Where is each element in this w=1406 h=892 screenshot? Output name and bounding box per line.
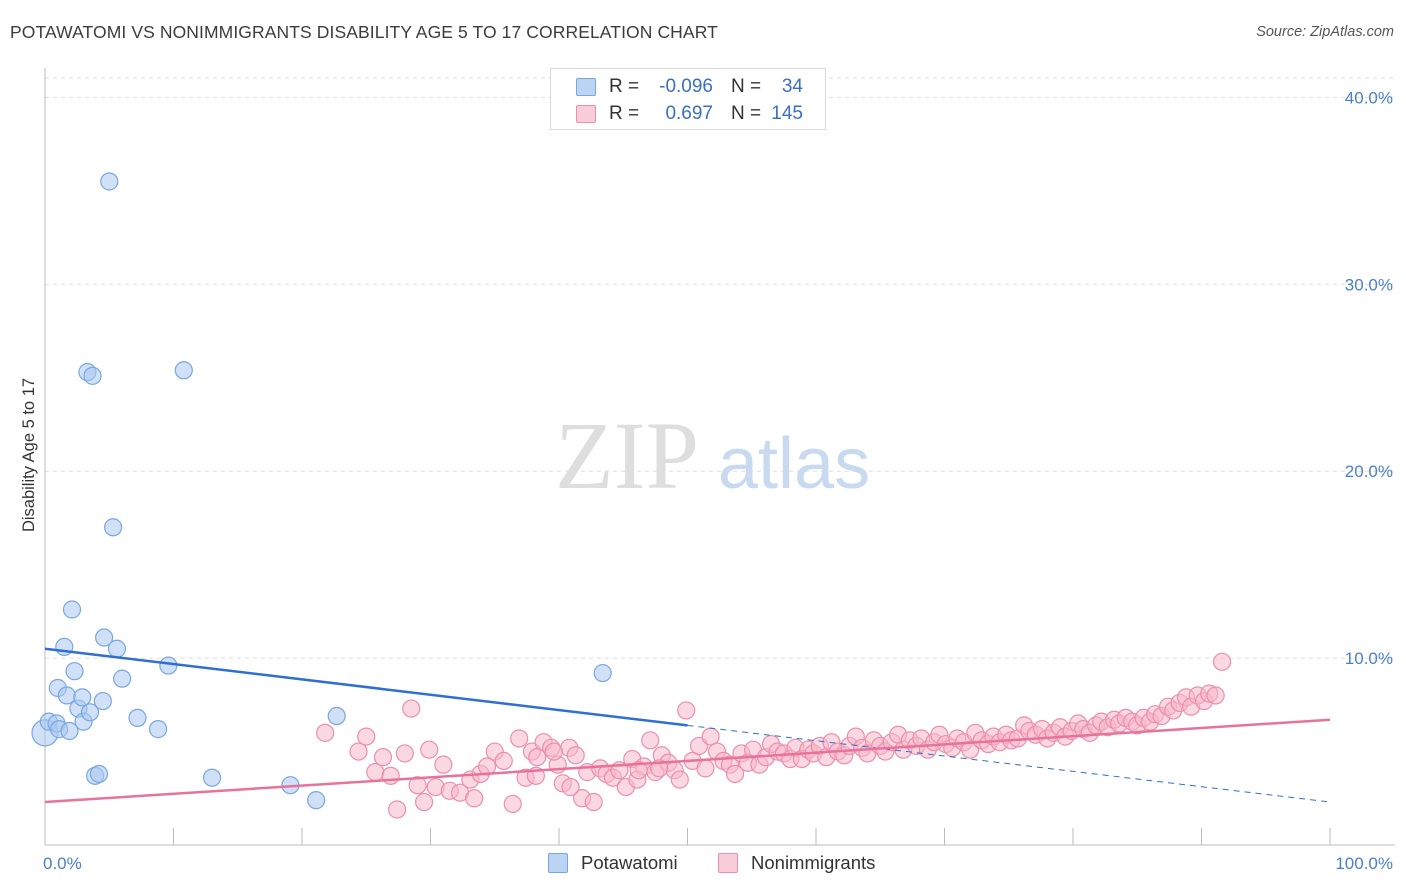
potawatomi-point: [159, 656, 178, 675]
potawatomi-point: [60, 721, 79, 741]
axes: [44, 68, 1395, 846]
legend-n-label: N =: [731, 76, 762, 97]
nonimmigrants-point: [434, 755, 453, 774]
potawatomi-points: [31, 172, 612, 810]
y-tick-label: 10.0%: [1345, 649, 1393, 668]
nonimmigrants-point: [528, 748, 547, 767]
nonimmigrants-point: [725, 764, 745, 784]
potawatomi-point: [73, 688, 92, 707]
potawatomi-point: [80, 703, 100, 722]
y-axis-label: Disability Age 5 to 17: [20, 378, 38, 532]
nonimmigrants-trend-line: [44, 718, 1331, 804]
watermark-atlas: atlas: [718, 424, 870, 504]
nonimmigrants-point: [408, 776, 427, 795]
nonimmigrants-point: [677, 701, 696, 720]
potawatomi-point: [95, 628, 114, 647]
potawatomi-point: [128, 708, 147, 728]
nonimmigrants-point: [420, 740, 439, 759]
potawatomi-point: [202, 768, 222, 787]
nonimmigrants-point: [1212, 652, 1232, 671]
nonimmigrants-point: [696, 759, 715, 778]
legend-row-nonimmigrants: R = 0.697 N = 145: [551, 102, 825, 128]
nonimmigrants-point: [566, 746, 585, 765]
potawatomi-point: [100, 172, 119, 191]
legend-row-potawatomi: R = -0.096 N = 34: [551, 75, 825, 101]
potawatomi-point: [112, 669, 132, 688]
x-tick-label: 0.0%: [43, 854, 82, 873]
potawatomi-point: [89, 764, 109, 784]
y-tick-label: 20.0%: [1345, 462, 1393, 481]
legend-r-label: R =: [609, 76, 640, 97]
potawatomi-swatch: [548, 853, 568, 873]
nonimmigrants-point: [477, 757, 497, 776]
nonimmigrants-point: [465, 789, 484, 808]
nonimmigrants-point: [414, 792, 434, 812]
nonimmigrants-point: [544, 742, 563, 761]
nonimmigrants-point: [316, 723, 335, 742]
legend-n-value: 34: [781, 76, 803, 97]
potawatomi-trend-extension: [687, 724, 1331, 803]
nonimmigrants-point: [395, 744, 414, 763]
nonimmigrants-point: [387, 800, 407, 819]
potawatomi-point: [83, 366, 102, 385]
nonimmigrants-points: [316, 652, 1232, 819]
tick-labels: 10.0% 20.0% 30.0% 40.0% 0.0% 100.0%: [43, 88, 1393, 873]
potawatomi-label: Potawatomi: [581, 852, 678, 873]
legend-swatch-nonimmigrants: [576, 105, 596, 123]
legend-n-value: 145: [771, 103, 803, 124]
y-tick-label: 30.0%: [1345, 275, 1393, 294]
nonimmigrants-point: [584, 792, 603, 812]
trend-lines: [44, 647, 1331, 804]
nonimmigrants-point: [494, 751, 513, 770]
potawatomi-point: [65, 662, 84, 681]
y-tick-label: 40.0%: [1345, 88, 1393, 107]
potawatomi-point: [93, 691, 112, 711]
x-tick-label: 100.0%: [1335, 854, 1393, 873]
potawatomi-point: [62, 600, 82, 619]
nonimmigrants-point: [349, 742, 368, 761]
nonimmigrants-point: [670, 770, 689, 789]
potawatomi-point: [327, 706, 346, 726]
nonimmigrants-point: [1206, 686, 1225, 705]
legend-r-value: -0.096: [659, 76, 713, 97]
nonimmigrants-point: [503, 794, 522, 813]
potawatomi-point: [107, 639, 127, 658]
potawatomi-point: [593, 663, 612, 683]
potawatomi-point: [174, 361, 193, 380]
nonimmigrants-point: [561, 777, 580, 797]
legend-r-value: 0.697: [665, 103, 713, 124]
nonimmigrants-point: [366, 763, 385, 782]
nonimmigrants-point: [641, 731, 660, 750]
nonimmigrants-label: Nonimmigrants: [751, 852, 876, 873]
potawatomi-point: [104, 518, 123, 537]
potawatomi-trend-line: [44, 647, 688, 727]
legend-swatch-potawatomi: [576, 78, 596, 96]
nonimmigrants-swatch: [718, 853, 738, 873]
chart-title: POTAWATOMI VS NONIMMIGRANTS DISABILITY A…: [10, 22, 718, 42]
nonimmigrants-point: [402, 699, 421, 718]
source-credit: Source: ZipAtlas.com: [1256, 24, 1394, 40]
stats-legend: R = -0.096 N = 34 R = 0.697 N = 145: [550, 68, 826, 130]
watermark-zip: ZIP: [555, 402, 699, 509]
grid-lines: [45, 77, 1395, 659]
potawatomi-point: [148, 720, 168, 739]
nonimmigrants-point: [629, 761, 648, 780]
nonimmigrants-point: [373, 748, 393, 767]
legend-n-label: N =: [731, 103, 762, 124]
nonimmigrants-point: [357, 727, 376, 746]
potawatomi-point: [307, 791, 326, 810]
legend-r-label: R =: [609, 103, 640, 124]
nonimmigrants-point: [510, 729, 529, 748]
nonimmigrants-point: [381, 766, 400, 785]
